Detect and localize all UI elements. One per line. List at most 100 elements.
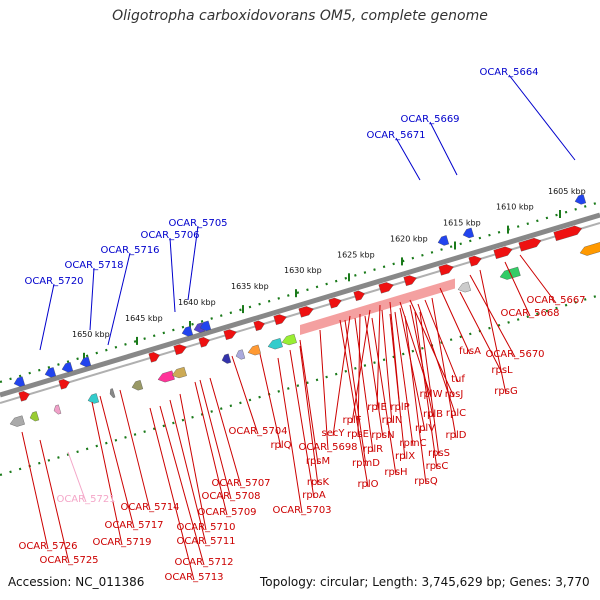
- lower-gene-label: OCAR_5708: [201, 491, 260, 502]
- backbone-outer: [0, 212, 600, 398]
- gene-forward: [18, 391, 30, 402]
- lower-gene-label: rplX: [395, 451, 415, 462]
- lower-gene-label: fusA: [459, 346, 481, 357]
- lower-gene-label-leader: [199, 379, 232, 500]
- upper-gene-label: OCAR_5706: [140, 230, 199, 241]
- upper-gene-label: OCAR_5718: [64, 260, 123, 271]
- gene-forward-shape: [553, 225, 583, 241]
- lower-gene-label-leader: [389, 313, 406, 460]
- gene-minus-strand: [181, 326, 194, 337]
- lower-gene-label-leader: [357, 313, 361, 438]
- lower-gene-label: OCAR_5719: [92, 537, 151, 548]
- lower-gene-label: rplQ: [270, 440, 291, 451]
- lower-gene-label-leader: [319, 329, 329, 451]
- gene-reverse: [29, 411, 40, 422]
- upper-gene-label: OCAR_5705: [168, 218, 227, 229]
- gene-forward-shape: [173, 344, 187, 355]
- lower-gene-label-leader: [439, 287, 471, 355]
- gene-forward-shape: [378, 282, 394, 294]
- gene-forward: [468, 255, 482, 267]
- lower-gene-label-leader: [431, 297, 457, 439]
- lower-gene-label-leader: [39, 439, 70, 564]
- gene-reverse-shape: [9, 415, 25, 427]
- lower-gene-label: rpsH: [384, 467, 407, 478]
- gene-forward: [403, 275, 417, 286]
- lower-gene-label: rpsL: [491, 365, 513, 376]
- lower-gene-label-leader: [364, 315, 384, 439]
- lower-gene-label: OCAR_5707: [211, 478, 270, 489]
- lower-gene-label-leader: [99, 395, 135, 529]
- gene-forward: [553, 225, 583, 241]
- gene-reverse-shape: [29, 411, 40, 422]
- upper-gene-label-leader: [169, 237, 176, 313]
- lower-gene-label-leader: [419, 311, 440, 457]
- lower-gene-label: tuf: [451, 374, 465, 385]
- gene-reverse: [221, 353, 232, 364]
- gene-reverse-shape: [131, 380, 144, 391]
- gene-reverse-shape: [157, 370, 175, 383]
- upper-gene-label-leader: [508, 74, 576, 161]
- gene-forward: [378, 282, 394, 294]
- lower-gene-label: rpsM: [306, 456, 330, 467]
- gene-forward-shape: [328, 297, 342, 309]
- gene-reverse: [53, 404, 62, 415]
- figure-title: Oligotropha carboxidovorans OM5, complet…: [112, 8, 488, 24]
- gene-minus-strand: [462, 227, 475, 239]
- lower-gene-label: OCAR_5709: [197, 507, 256, 518]
- lower-gene-label-leader: [459, 291, 503, 374]
- upper-gene-label-leader: [429, 121, 458, 176]
- gene-reverse: [157, 370, 175, 383]
- scale-label: 1640 kbp: [178, 298, 216, 307]
- lower-gene-label: rplD: [446, 430, 467, 441]
- gene-reverse: [109, 388, 116, 398]
- gene-forward-shape: [58, 379, 70, 390]
- gene-reverse: [499, 266, 521, 280]
- gene-forward-shape: [273, 314, 287, 325]
- lower-gene-label-leader: [424, 299, 459, 383]
- lower-gene-label: OCAR_5714: [120, 502, 179, 513]
- gene-minus-strand: [79, 356, 92, 368]
- gene-minus-strand-shape: [199, 320, 212, 332]
- upper-gene-label-leader: [187, 225, 199, 301]
- lower-gene-label: OCAR_5711: [176, 536, 235, 547]
- gene-forward: [298, 306, 314, 318]
- gene-forward: [58, 379, 70, 390]
- scale-label: 1605 kbp: [548, 187, 586, 196]
- lower-gene-label-leader: [417, 303, 457, 417]
- lower-gene-label-leader: [21, 431, 49, 550]
- lower-gene-label-leader: [169, 399, 207, 545]
- gene-reverse: [235, 349, 246, 360]
- gene-forward: [328, 297, 342, 309]
- scale-label: 1630 kbp: [284, 266, 322, 275]
- lower-gene-label-leader: [414, 311, 438, 470]
- gene-reverse-shape: [247, 344, 261, 356]
- lower-gene-label-leader: [394, 311, 414, 447]
- upper-gene-label-leader: [107, 252, 131, 346]
- gene-forward: [173, 344, 187, 355]
- gene-reverse: [579, 240, 600, 256]
- lower-gene-label: OCAR_5717: [104, 520, 163, 531]
- lower-gene-label: rpsJ: [445, 389, 464, 400]
- topology-text: Topology: circular; Length: 3,745,629 bp…: [260, 575, 590, 589]
- upper-gene-label-leader: [89, 267, 95, 331]
- lower-gene-label: rplN: [382, 415, 403, 426]
- lower-gene-label: OCAR_5712: [174, 557, 233, 568]
- gene-minus-strand: [13, 376, 26, 387]
- lower-gene-label-leader: [519, 254, 557, 304]
- gene-forward: [353, 290, 365, 301]
- gene-minus-strand-shape: [574, 194, 587, 205]
- lower-gene-label: OCAR_5725: [39, 555, 98, 566]
- gene-reverse-shape: [579, 240, 600, 256]
- gene-reverse-shape: [87, 393, 100, 404]
- scale-label: 1650 kbp: [72, 330, 110, 339]
- lower-gene-label: secY: [322, 428, 346, 439]
- lower-gene-label-leader: [299, 345, 319, 486]
- gene-reverse: [267, 338, 283, 350]
- lower-gene-label-leader: [194, 381, 228, 516]
- lower-gene-label-leader: [159, 405, 205, 566]
- lower-gene-label-leader: [179, 393, 207, 531]
- gene-forward-shape: [403, 275, 417, 286]
- lower-gene-label-leader: [404, 315, 427, 485]
- lower-gene-label-leader: [479, 269, 507, 395]
- lower-gene-label-leader: [289, 349, 315, 499]
